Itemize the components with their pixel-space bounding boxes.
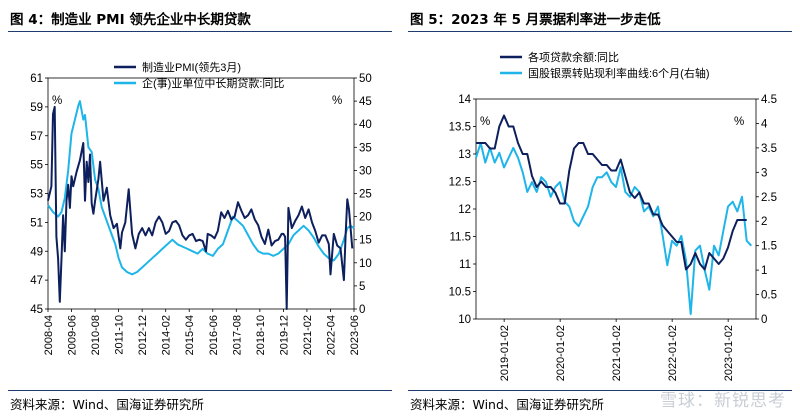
x-axis-tick-label: 2008-04	[43, 315, 55, 355]
legend-label: 企(事)业单位中长期贷款:同比	[142, 76, 284, 90]
right-axis-tick-label: 40	[359, 119, 372, 131]
right-axis-tick-label: 5	[359, 281, 365, 293]
left-axis-tick-label: 13.5	[449, 122, 471, 134]
x-axis-tick-label: 2020-01-02	[555, 325, 567, 381]
figure-5-source: 资料来源：Wind、国海证券研究所	[410, 397, 604, 412]
right-axis-tick-label: 20	[359, 212, 372, 224]
right-axis-tick-label: 3	[761, 167, 767, 179]
right-axis-tick-label: 10	[359, 258, 372, 270]
legend-label: 制造业PMI(领先3月)	[142, 60, 241, 74]
series-line-loans	[476, 114, 747, 271]
watermark-text: 雪球：新锐思考	[660, 391, 786, 411]
right-axis-tick-label: 0.5	[761, 290, 777, 302]
left-axis-tick-label: 13	[458, 149, 471, 161]
right-unit-label: %	[734, 116, 744, 128]
right-axis-tick-label: 1.5	[761, 241, 777, 253]
right-axis-tick-label: 30	[359, 165, 372, 177]
left-axis-tick-label: 61	[30, 73, 43, 85]
x-axis-tick-label: 2019-01-02	[499, 325, 511, 381]
left-axis-tick-label: 10.5	[449, 287, 471, 299]
x-axis-tick-label: 2011-10	[114, 315, 126, 355]
left-axis-tick-label: 12	[458, 204, 471, 216]
right-axis-tick-label: 2	[761, 216, 767, 228]
right-axis-tick-label: 0	[761, 314, 767, 326]
figure-4-title: 图 4：制造业 PMI 领先企业中长期贷款	[10, 12, 251, 28]
plot-frame	[475, 98, 757, 320]
right-axis-tick-label: 35	[359, 142, 372, 154]
x-axis-tick-label: 2016-06	[208, 315, 220, 355]
left-axis-tick-label: 10	[458, 314, 471, 326]
left-axis-tick-label: 12.5	[449, 177, 471, 189]
series-line-loan	[47, 100, 355, 276]
x-axis-tick-label: 2010-08	[90, 315, 102, 355]
source-divider	[408, 390, 792, 391]
left-unit-label: %	[480, 116, 490, 128]
x-axis-tick-label: 2009-06	[67, 315, 79, 355]
loan-bill-rate-chart: 1010.51111.51212.51313.51400.511.522.533…	[449, 50, 777, 381]
left-axis-tick-label: 14	[458, 94, 471, 106]
left-unit-label: %	[52, 95, 62, 107]
right-axis-tick-label: 15	[359, 235, 372, 247]
x-axis-tick-label: 2018-10	[255, 315, 267, 355]
x-axis-tick-label: 2022-01-02	[667, 325, 679, 381]
left-axis-tick-label: 49	[30, 246, 43, 258]
left-axis-tick-label: 55	[30, 160, 43, 172]
right-axis-tick-label: 1	[761, 265, 767, 277]
left-axis-tick-label: 11.5	[449, 232, 471, 244]
x-axis-tick-label: 2023-06	[349, 315, 361, 355]
x-axis-tick-label: 2021-01-02	[611, 325, 623, 381]
x-axis-tick-label: 2017-08	[231, 315, 243, 355]
right-axis-tick-label: 0	[359, 304, 365, 316]
title-divider	[408, 31, 792, 32]
series-line-pmi	[47, 105, 354, 310]
source-divider	[8, 390, 392, 391]
pmi-loan-chart: 45 47 49 51 53 55 57 59 61 0 5 10 15 20 25 30 35 40 45 50 20…	[30, 60, 372, 355]
figure-5-title: 图 5：2023 年 5 月票据利率进一步走低	[410, 12, 661, 28]
series-line-bill	[475, 142, 753, 316]
figure-5-panel: 图 5：2023 年 5 月票据利率进一步走低 10 10.5 11 11.5 12 12…	[400, 0, 800, 416]
left-axis-tick-label: 47	[30, 275, 43, 287]
left-axis-tick-label: 51	[30, 217, 43, 229]
left-axis-tick-label: 59	[30, 102, 43, 114]
x-axis-tick-label: 2022-04	[325, 315, 337, 355]
x-axis-tick-label: 2021-02	[302, 315, 314, 355]
figure-4-panel: 图 4：制造业 PMI 领先企业中长期贷款 45 47 49 51 53 55 57 59 61…	[8, 12, 392, 412]
right-axis-tick-label: 2.5	[761, 192, 777, 204]
x-axis-tick-label: 2014-02	[161, 315, 173, 355]
right-axis-tick-label: 50	[359, 73, 372, 85]
x-axis-tick-label: 2023-01-02	[723, 325, 735, 381]
left-axis-tick-label: 45	[30, 304, 43, 316]
figure-4-source: 资料来源：Wind、国海证券研究所	[10, 397, 204, 412]
x-axis-tick-label: 2019-12	[278, 315, 290, 355]
left-axis-tick-label: 57	[30, 131, 43, 143]
x-axis-tick-label: 2015-04	[184, 315, 196, 355]
right-axis-tick-label: 25	[359, 189, 372, 201]
right-axis-tick-label: 45	[359, 96, 372, 108]
left-axis-tick-label: 11	[459, 259, 471, 271]
title-divider	[8, 31, 392, 32]
x-axis-tick-label: 2012-12	[137, 315, 149, 355]
right-axis-tick-label: 3.5	[761, 143, 777, 155]
left-axis-tick-label: 53	[30, 189, 43, 201]
right-axis-tick-label: 4	[761, 118, 768, 130]
right-unit-label: %	[332, 95, 342, 107]
right-axis-tick-label: 4.5	[761, 94, 777, 106]
legend-label: 国股银票转贴现利率曲线:6个月(右轴)	[528, 66, 710, 80]
plot-frame	[47, 77, 355, 310]
legend-label: 各项贷款余额:同比	[528, 50, 619, 64]
